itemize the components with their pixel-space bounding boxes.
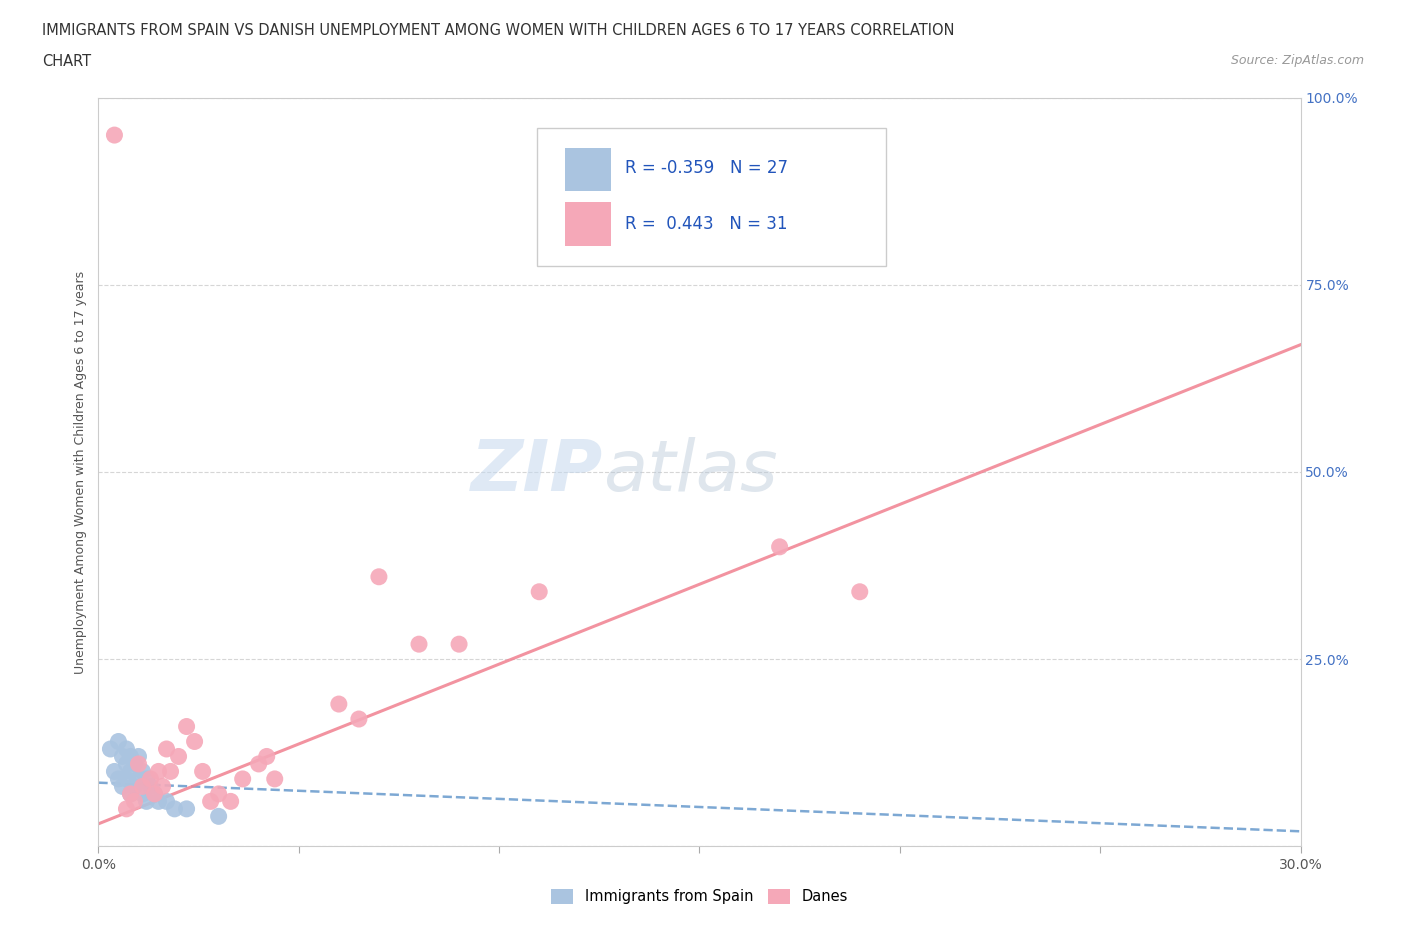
Point (139, 779, 162, 794)
Text: CHART: CHART (42, 54, 91, 69)
Point (139, 772, 162, 787)
Y-axis label: Unemployment Among Women with Children Ages 6 to 17 years: Unemployment Among Women with Children A… (73, 271, 87, 673)
Point (148, 794, 170, 809)
Text: IMMIGRANTS FROM SPAIN VS DANISH UNEMPLOYMENT AMONG WOMEN WITH CHILDREN AGES 6 TO: IMMIGRANTS FROM SPAIN VS DANISH UNEMPLOY… (42, 23, 955, 38)
Bar (565, 148, 610, 192)
Point (143, 787, 166, 802)
Point (100, 741, 122, 756)
Bar (565, 203, 610, 246)
Point (111, 749, 134, 764)
Point (232, 772, 254, 787)
Point (247, 756, 270, 771)
Point (200, 794, 222, 809)
Point (131, 787, 153, 802)
Point (368, 569, 391, 584)
Point (219, 794, 242, 809)
Point (111, 779, 134, 794)
Point (208, 787, 231, 802)
Point (176, 802, 198, 817)
Point (120, 764, 142, 779)
Point (328, 697, 350, 711)
Point (849, 584, 872, 599)
Point (347, 711, 370, 726)
Point (124, 756, 146, 771)
Point (103, 127, 125, 142)
Legend: Immigrants from Spain, Danes: Immigrants from Spain, Danes (546, 884, 853, 910)
Point (135, 772, 157, 787)
Point (135, 794, 157, 809)
Point (152, 779, 174, 794)
Point (256, 749, 278, 764)
Point (163, 802, 186, 817)
Point (408, 637, 430, 652)
Point (124, 779, 146, 794)
Point (115, 756, 138, 771)
Text: Source: ZipAtlas.com: Source: ZipAtlas.com (1230, 54, 1364, 67)
Point (128, 756, 150, 771)
Point (120, 787, 142, 802)
Point (131, 764, 153, 779)
Point (115, 772, 138, 787)
Point (115, 802, 138, 817)
Point (176, 719, 198, 734)
Text: ZIP: ZIP (471, 437, 603, 507)
Point (131, 779, 153, 794)
Point (155, 794, 177, 809)
Point (124, 794, 146, 809)
Point (143, 787, 166, 802)
Point (107, 772, 129, 787)
Point (103, 764, 125, 779)
Point (107, 734, 129, 749)
Text: atlas: atlas (603, 437, 778, 507)
Point (115, 741, 138, 756)
Point (447, 637, 470, 652)
Point (183, 734, 205, 749)
Point (155, 741, 177, 756)
Point (769, 539, 792, 554)
Point (159, 764, 181, 779)
Point (208, 809, 231, 824)
Point (191, 764, 214, 779)
Point (128, 749, 150, 764)
Point (263, 772, 285, 787)
Point (128, 772, 150, 787)
Text: R = -0.359   N = 27: R = -0.359 N = 27 (624, 159, 787, 177)
Point (529, 584, 551, 599)
FancyBboxPatch shape (537, 127, 886, 266)
Point (120, 787, 142, 802)
Point (167, 749, 190, 764)
Point (120, 749, 142, 764)
Text: R =  0.443   N = 31: R = 0.443 N = 31 (624, 215, 787, 233)
Point (148, 764, 170, 779)
